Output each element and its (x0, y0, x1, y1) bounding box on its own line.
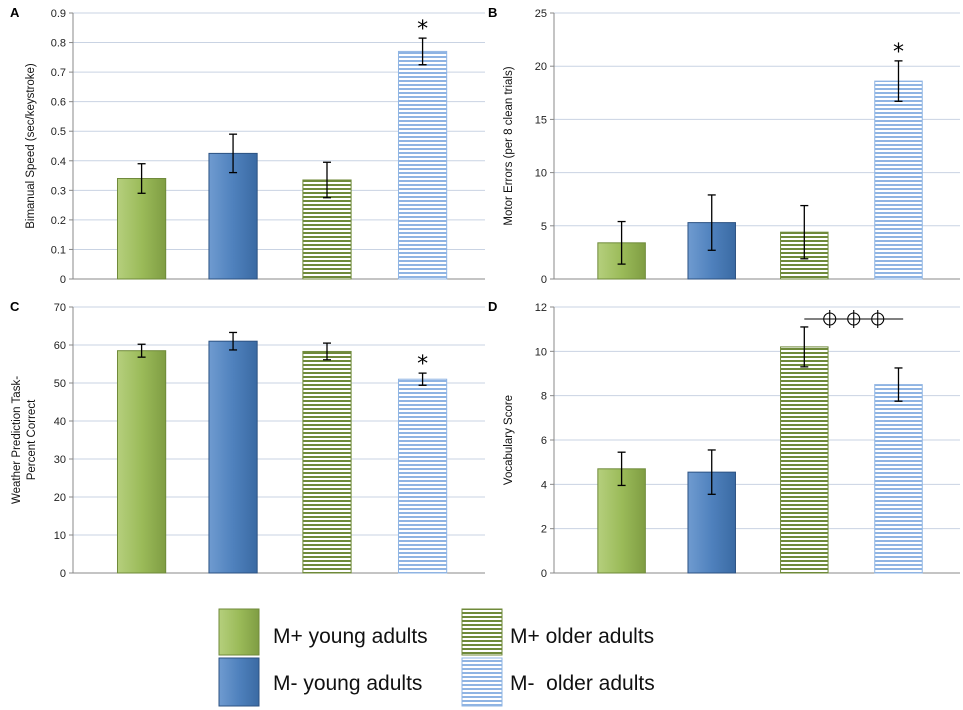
y-tick-label: 2 (541, 524, 547, 536)
y-axis-label: Bimanual Speed (sec/keystroke) (25, 63, 37, 229)
bar-mminus-older (397, 378, 448, 574)
y-tick-label: 30 (54, 454, 66, 466)
panel-letter-c: C (10, 299, 20, 314)
significance-marker: * (893, 40, 904, 65)
y-axis-label-line: Percent Correct (26, 399, 38, 480)
significance-marker: * (417, 352, 428, 377)
y-tick-label: 20 (54, 492, 66, 504)
legend-label-mplus-older: M+ older adults (510, 625, 654, 648)
panel-b: B 0 5 10 15 20 25 Motor Errors (per 8 clean tri… (488, 5, 960, 286)
y-tick-label: 8 (541, 391, 547, 403)
y-tick-label: 0 (541, 274, 547, 286)
panel-letter-d: D (488, 299, 497, 314)
y-tick-label: 15 (535, 114, 547, 126)
y-tick-label: 0 (60, 274, 66, 286)
bar-mminus-young (208, 152, 258, 280)
legend-label-mplus-young: M+ young adults (273, 625, 428, 648)
y-tick-label: 0.4 (51, 156, 66, 168)
bar-mplus-young (116, 178, 167, 280)
y-tick-label: 0.9 (51, 8, 66, 20)
legend-swatch-mplus-older (461, 608, 503, 656)
y-tick-label: 20 (535, 61, 547, 73)
legend-swatch-mminus-older (461, 657, 503, 707)
y-tick-label: 10 (54, 530, 66, 542)
legend-label-mminus-young: M- young adults (273, 672, 422, 695)
y-tick-label: 0.3 (51, 185, 66, 197)
y-axis-label: Weather Prediction Task- Percent Correct (11, 376, 38, 504)
y-tick-label: 0 (60, 568, 66, 580)
bar-mminus-young (208, 340, 258, 574)
crosshair-symbol (820, 310, 839, 328)
bar-mplus-older (302, 350, 352, 574)
crosshair-symbol (868, 310, 887, 328)
significance-marker: * (417, 17, 428, 42)
y-tick-label: 0.6 (51, 97, 66, 109)
y-tick-label: 25 (535, 8, 547, 20)
bar-mplus-young (597, 468, 646, 574)
crosshair-symbol (844, 310, 863, 328)
panel-letter-a: A (10, 5, 20, 20)
y-tick-label: 40 (54, 416, 66, 428)
panel-c: C 0 10 20 30 40 50 60 70 Weather Prediction Task-… (10, 299, 485, 580)
y-tick-label: 0.8 (51, 38, 66, 50)
y-tick-label: 50 (54, 378, 66, 390)
y-tick-label: 12 (535, 302, 547, 314)
bar-mminus-older (874, 80, 923, 280)
y-tick-label: 4 (541, 479, 547, 491)
bar-mplus-young (116, 350, 167, 574)
panel-letter-b: B (488, 5, 497, 20)
legend-swatch-mplus-young (218, 608, 260, 656)
y-tick-label: 0 (541, 568, 547, 580)
panel-d: D 0 2 4 6 8 10 12 Vocabulary Score (488, 299, 960, 580)
y-tick-label: 6 (541, 435, 547, 447)
y-tick-label: 60 (54, 340, 66, 352)
bar-mminus-older (874, 384, 923, 574)
y-tick-label: 5 (541, 221, 547, 233)
legend-label-mminus-older: M- older adults (510, 672, 655, 695)
y-tick-label: 70 (54, 302, 66, 314)
y-axis-label: Motor Errors (per 8 clean trials) (503, 66, 515, 225)
bar-mminus-older (397, 50, 448, 280)
legend: M+ young adults M+ older adults M- young… (218, 608, 655, 707)
panel-a: A 0 0.1 0.2 0.3 0.4 0.5 0.6 0.7 0.8 0.9 Bimanual Sp… (10, 5, 485, 286)
y-tick-label: 0.1 (51, 244, 66, 256)
y-tick-label: 0.2 (51, 215, 66, 227)
y-tick-label: 0.5 (51, 126, 66, 138)
legend-swatch-mminus-young (218, 657, 260, 707)
y-tick-label: 10 (535, 168, 547, 180)
y-tick-label: 10 (535, 346, 547, 358)
bar-mplus-older (780, 346, 829, 574)
y-tick-label: 0.7 (51, 67, 66, 79)
y-axis-label: Vocabulary Score (503, 395, 515, 485)
y-axis-label-line: Weather Prediction Task- (11, 376, 23, 504)
